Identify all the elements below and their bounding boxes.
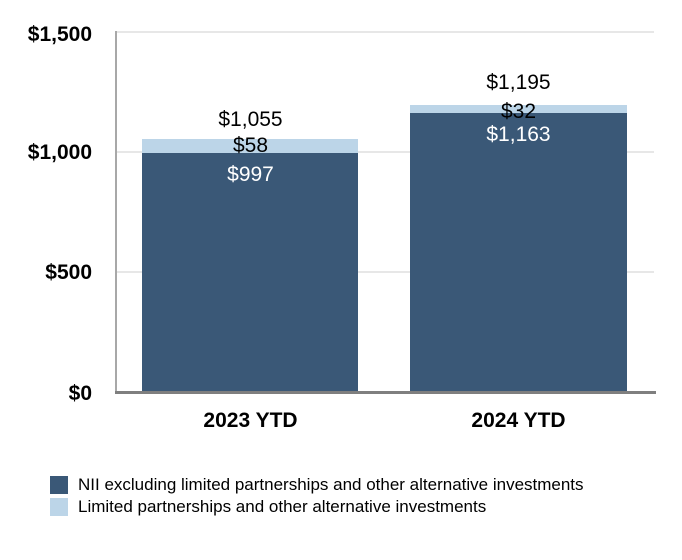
legend-swatch-nii xyxy=(50,475,68,494)
legend-label-nii: NII excluding limited partnerships and o… xyxy=(78,475,584,494)
y-tick-label-0: $0 xyxy=(68,382,92,405)
x-axis-line xyxy=(115,391,656,394)
nii-value-label-2023: $997 xyxy=(227,163,274,186)
nii-value-label-2024: $1,163 xyxy=(486,123,551,146)
legend-item-lp: Limited partnerships and other alternati… xyxy=(50,497,584,516)
legend: NII excluding limited partnerships and o… xyxy=(50,475,584,516)
bar-2024-nii-segment xyxy=(410,113,627,392)
y-tick-label-1500: $1,500 xyxy=(27,23,92,46)
gridline-500 xyxy=(116,271,654,273)
bar-2023-nii-segment xyxy=(142,153,358,392)
x-category-label-2024: 2024 YTD xyxy=(471,409,566,432)
bar-2023-lp-segment xyxy=(142,139,358,153)
legend-swatch-lp xyxy=(50,497,68,516)
y-axis-line xyxy=(115,31,117,392)
legend-item-nii: NII excluding limited partnerships and o… xyxy=(50,475,584,494)
total-label-2024: $1,195 xyxy=(486,71,551,94)
gridline-1000 xyxy=(116,151,654,153)
gridline-1500 xyxy=(116,31,654,33)
y-tick-label-1000: $1,000 xyxy=(27,141,92,164)
x-category-label-2023: 2023 YTD xyxy=(203,409,298,432)
total-label-2023: $1,055 xyxy=(218,108,283,131)
legend-label-lp: Limited partnerships and other alternati… xyxy=(78,497,487,516)
bar-2024-lp-segment xyxy=(410,105,627,113)
lp-value-label-2024: $32 xyxy=(500,100,537,123)
y-tick-label-500: $500 xyxy=(45,261,92,284)
lp-value-label-2023: $58 xyxy=(232,134,269,157)
